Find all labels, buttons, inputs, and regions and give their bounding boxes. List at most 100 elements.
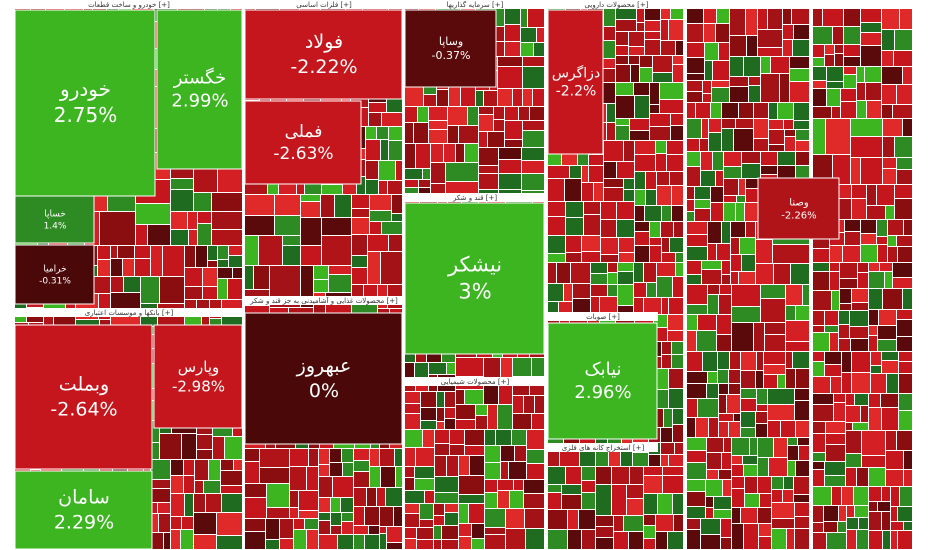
stock-cell <box>465 446 484 455</box>
stock-cell <box>840 279 857 288</box>
stock-tile[interactable] <box>244 100 362 185</box>
stock-cell <box>878 326 896 339</box>
stock-cell <box>900 487 912 506</box>
stock-tile[interactable] <box>757 177 840 240</box>
stock-cell <box>151 460 170 479</box>
stock-tile[interactable] <box>14 244 95 305</box>
stock-cell <box>501 462 508 479</box>
sector-header[interactable]: صوبات [+] <box>586 313 620 321</box>
stock-cell <box>717 335 731 351</box>
stock-cell <box>660 83 683 99</box>
stock-cell <box>245 519 265 531</box>
sector-header[interactable]: محصولات غذایی و آشامیدنی به جز قند و شکر… <box>249 296 398 305</box>
stock-cell <box>446 163 478 181</box>
stock-tile[interactable] <box>14 470 153 550</box>
stock-cell <box>456 390 464 404</box>
stock-cell <box>354 449 369 460</box>
stock-cell <box>530 107 544 120</box>
stock-cell <box>369 526 379 534</box>
stock-cell <box>825 476 845 486</box>
sector-header[interactable]: قند و شکر [+] <box>452 194 497 202</box>
stock-cell <box>280 539 293 549</box>
stock-cell <box>616 65 630 82</box>
stock-cell <box>745 203 760 221</box>
stock-cell <box>370 195 391 210</box>
stock-cell <box>459 495 484 503</box>
stock-cell <box>505 42 520 56</box>
stock-cell <box>185 268 202 286</box>
stock-cell <box>405 363 414 378</box>
stock-cell <box>895 185 912 198</box>
stock-cell <box>596 538 613 549</box>
stock-cell <box>882 85 896 104</box>
stock-cell <box>687 451 706 462</box>
sector-header-bg <box>405 0 545 9</box>
stock-tile[interactable] <box>404 202 545 355</box>
stock-cell <box>833 27 843 44</box>
stock-cell <box>616 56 628 64</box>
stock-tile[interactable] <box>547 322 658 440</box>
stock-cell <box>548 202 565 216</box>
sector-header[interactable]: فلزات اساسی [+] <box>296 1 352 9</box>
stock-cell <box>437 90 448 106</box>
stock-cell <box>523 67 544 88</box>
stock-cell <box>730 352 740 369</box>
sector-header[interactable]: سرمایه گذاریها [+] <box>447 0 504 9</box>
stock-tile[interactable] <box>14 195 95 244</box>
stock-name: فملی <box>285 122 323 142</box>
stock-cell <box>718 352 729 369</box>
stock-cell <box>525 509 544 528</box>
stock-cell <box>618 272 633 284</box>
stock-cell <box>202 309 209 328</box>
stock-cell <box>724 203 735 221</box>
stock-cell <box>653 73 672 82</box>
stock-cell <box>566 218 583 235</box>
stock-cell <box>608 273 617 284</box>
sector-header[interactable]: محصولات شیمیایی [+] <box>441 378 510 386</box>
stock-cell <box>732 307 760 322</box>
stock-cell <box>825 45 834 54</box>
sector-header[interactable]: بانکها و موسسات اعتباری [+] <box>85 309 174 317</box>
sector-header[interactable]: خودرو و ساخت قطعات [+] <box>88 1 170 9</box>
stock-cell <box>701 535 720 549</box>
stock-cell <box>498 57 522 66</box>
stock-tile[interactable] <box>153 324 243 429</box>
stock-cell <box>717 315 731 334</box>
stock-tile[interactable] <box>404 9 497 88</box>
stock-cell <box>171 517 181 529</box>
stock-cell <box>437 392 444 407</box>
stock-cell <box>582 481 595 492</box>
sector-header[interactable]: محصولات دارویی [+] <box>585 1 649 9</box>
stock-name: خرامیا <box>43 265 66 275</box>
stock-cell <box>342 513 353 521</box>
stock-cell <box>218 268 232 278</box>
stock-cell <box>617 162 634 178</box>
stock-cell <box>826 422 845 433</box>
stock-tile[interactable] <box>244 312 403 445</box>
stock-tile[interactable] <box>14 324 153 470</box>
sector-header[interactable]: استخراج کانه های فلزی [+] <box>562 444 645 452</box>
stock-cell <box>151 489 170 502</box>
stock-cell <box>616 9 636 19</box>
stock-cell <box>319 449 329 464</box>
stock-cell <box>757 352 763 370</box>
stock-cell <box>468 107 478 125</box>
stock-tile[interactable] <box>156 9 243 170</box>
stock-cell <box>702 119 708 138</box>
stock-tile[interactable] <box>244 9 403 100</box>
stock-cell <box>596 467 611 484</box>
stock-cell <box>768 421 780 437</box>
stock-cell <box>650 105 659 113</box>
stock-cell <box>449 87 460 106</box>
stock-cell <box>803 285 809 305</box>
stock-cell <box>537 28 544 42</box>
stock-cell <box>653 56 672 72</box>
stock-cell <box>765 335 785 351</box>
stock-cell <box>705 61 712 80</box>
stock-cell <box>368 235 388 251</box>
stock-tile[interactable] <box>14 9 156 197</box>
stock-tile[interactable] <box>547 9 604 155</box>
stock-cell <box>813 119 825 154</box>
stock-cell <box>635 246 649 262</box>
stock-cell <box>721 538 731 549</box>
